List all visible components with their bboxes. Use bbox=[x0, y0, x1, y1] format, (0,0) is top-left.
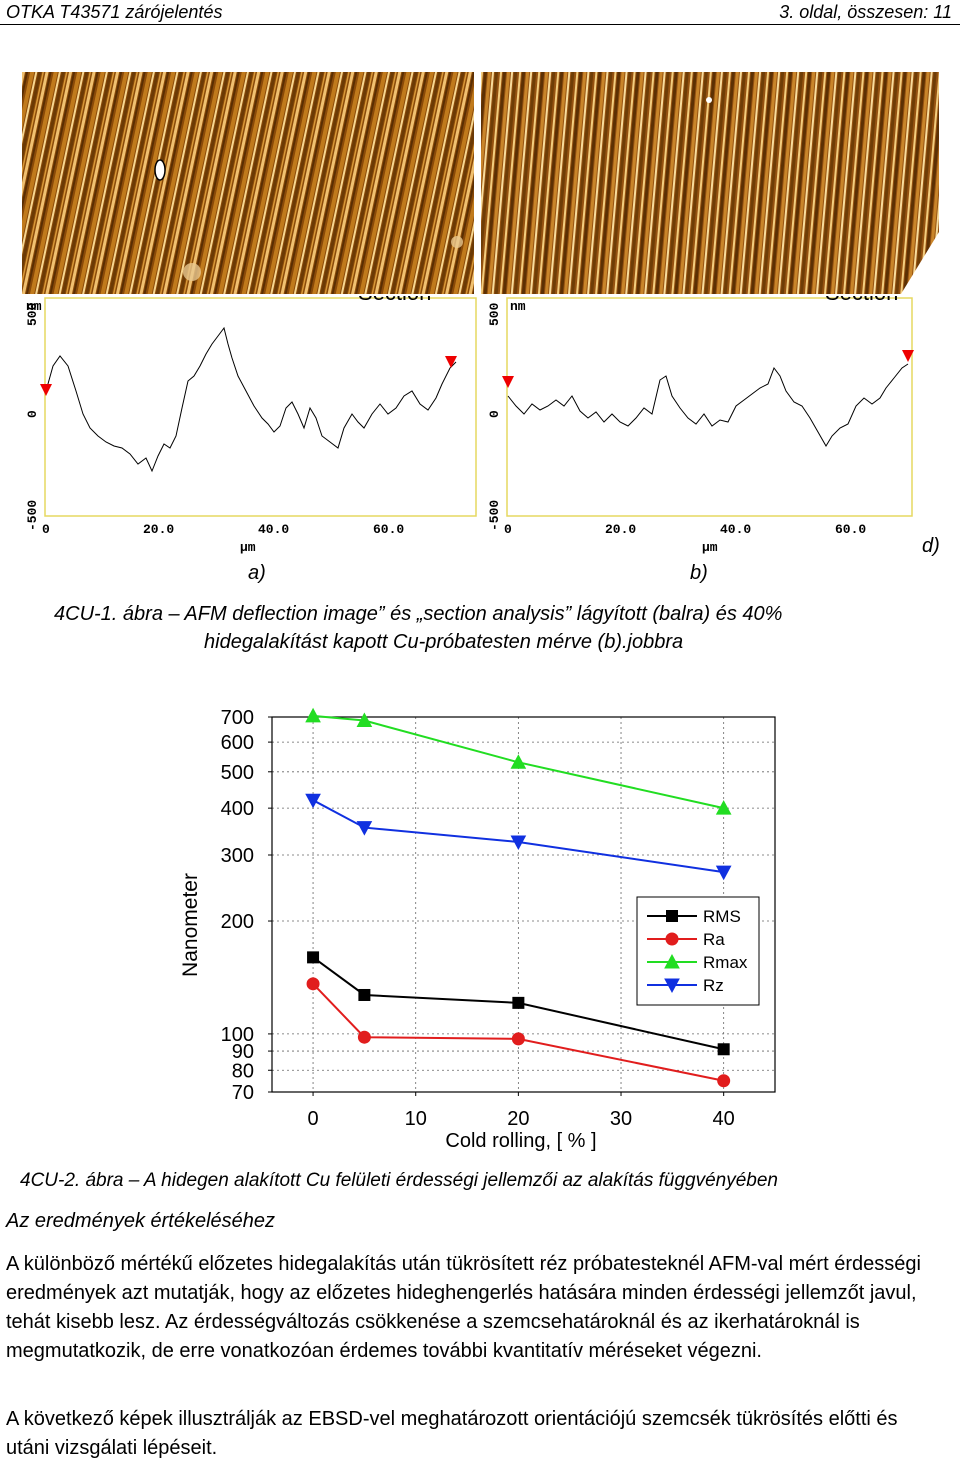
data-point bbox=[510, 835, 527, 851]
series-ra bbox=[306, 977, 731, 1088]
legend-marker bbox=[664, 978, 680, 994]
x-tick-label: 0 bbox=[42, 522, 50, 537]
x-tick-label: 0 bbox=[307, 1108, 318, 1130]
caption-line-1: 4CU-1. ábra – AFM deflection image” és „… bbox=[54, 603, 783, 625]
figure-label-b: b) bbox=[690, 562, 708, 584]
data-point bbox=[510, 754, 527, 769]
figure-label-d: d) bbox=[922, 535, 940, 557]
section-heading: Az eredmények értékeléséhez bbox=[6, 1210, 276, 1232]
paragraph-1: A különböző mértékű előzetes hidegalakít… bbox=[6, 1253, 921, 1362]
y-tick-label: 0 bbox=[487, 410, 502, 418]
y-tick-label: 700 bbox=[221, 707, 254, 729]
x-tick-label: 20.0 bbox=[605, 522, 636, 537]
series-line bbox=[312, 983, 724, 1082]
data-point bbox=[305, 707, 321, 723]
data-point bbox=[511, 1032, 525, 1046]
legend-label: Rmax bbox=[703, 953, 748, 972]
paragraph-2: A következő képek illusztrálják az EBSD-… bbox=[6, 1408, 898, 1459]
y-tick-label: 200 bbox=[221, 911, 254, 933]
section-profile-line bbox=[45, 326, 457, 473]
x-tick-label: 40.0 bbox=[258, 522, 289, 537]
figure-label-a: a) bbox=[248, 562, 266, 584]
data-point bbox=[356, 821, 373, 836]
figure-caption-2: 4CU-2. ábra – A hidegen alakított Cu fel… bbox=[20, 1170, 778, 1191]
x-tick-label: 0 bbox=[504, 522, 512, 537]
legend: RMS Ra Rmax Rz bbox=[636, 896, 760, 1006]
legend-marker bbox=[666, 910, 678, 922]
roughness-chart: 70 80 90 100 200 300 400 500 600 700 0 10 20 30 40 Na… bbox=[170, 705, 790, 1160]
data-point bbox=[357, 1030, 371, 1044]
header-title: OTKA T43571 zárójelentés bbox=[6, 2, 223, 22]
y-tick-label: 100 bbox=[221, 1024, 254, 1046]
x-tick-label: 60.0 bbox=[373, 522, 404, 537]
section-title: Section bbox=[358, 296, 431, 305]
x-tick-label: 40.0 bbox=[720, 522, 751, 537]
data-point bbox=[358, 988, 371, 1001]
caption-line-2: hidegalakítást kapott Cu-próbatesten mér… bbox=[204, 631, 684, 653]
y-tick-label: 500 bbox=[221, 762, 254, 784]
x-tick-label: 20 bbox=[507, 1108, 529, 1130]
data-point bbox=[306, 977, 320, 991]
section-profile-line bbox=[507, 363, 909, 447]
header-page-number: 3. oldal, összesen: 11 bbox=[779, 2, 952, 22]
figure-caption-1: 4CU-1. ábra – AFM deflection image” és „… bbox=[54, 600, 934, 656]
data-point bbox=[307, 951, 320, 964]
legend-label: Rz bbox=[703, 976, 724, 995]
y-tick-label: 500 bbox=[487, 302, 502, 326]
y-tick-label: 80 bbox=[232, 1060, 254, 1082]
afm-image-cold-rolled bbox=[481, 72, 939, 294]
x-tick-label: 10 bbox=[405, 1108, 427, 1130]
y-tick-label: 0 bbox=[25, 410, 40, 418]
x-tick-label: 40 bbox=[713, 1108, 735, 1130]
y-tick-label: 70 bbox=[232, 1082, 254, 1104]
series-rmax bbox=[305, 707, 732, 815]
y-tick-label: -500 bbox=[25, 500, 40, 531]
y-unit-label: nm bbox=[510, 299, 526, 314]
data-point bbox=[717, 1043, 730, 1056]
legend-marker bbox=[664, 953, 680, 969]
data-point bbox=[715, 800, 732, 815]
x-tick-label: 60.0 bbox=[835, 522, 866, 537]
y-tick-label: 600 bbox=[221, 732, 254, 754]
data-point bbox=[356, 712, 373, 728]
y-axis-label: Nanometer bbox=[179, 873, 202, 977]
afm-image-annealed bbox=[22, 72, 474, 294]
series-line bbox=[312, 714, 724, 810]
plot-frame bbox=[271, 716, 776, 1093]
data-point bbox=[717, 1074, 731, 1088]
legend-label: Ra bbox=[703, 930, 725, 949]
page-header: OTKA T43571 zárójelentés 3. oldal, össze… bbox=[0, 0, 960, 25]
x-tick-label: 30 bbox=[610, 1108, 632, 1130]
section-profile-b: Section nm 500 0 -500 0 20.0 40.0 60.0 µ… bbox=[480, 280, 950, 561]
y-tick-label: 500 bbox=[25, 302, 40, 326]
y-tick-label: 90 bbox=[232, 1041, 254, 1063]
data-point bbox=[512, 996, 525, 1009]
y-tick-label: 300 bbox=[221, 845, 254, 867]
legend-marker bbox=[665, 932, 679, 946]
section-profile-a: Section nm 500 0 -500 0 20.0 40.0 60.0 µ… bbox=[18, 280, 488, 561]
data-point bbox=[305, 793, 321, 809]
x-axis-label: Cold rolling, [ % ] bbox=[445, 1130, 596, 1152]
x-tick-label: 20.0 bbox=[143, 522, 174, 537]
series-rms bbox=[307, 951, 730, 1056]
legend-label: RMS bbox=[703, 907, 741, 926]
section-title: Section bbox=[825, 296, 898, 305]
y-unit-label: nm bbox=[26, 299, 42, 314]
series-line bbox=[312, 956, 724, 1051]
data-point bbox=[715, 865, 732, 881]
series-line bbox=[312, 799, 724, 874]
x-unit-label: µm bbox=[702, 540, 718, 555]
x-unit-label: µm bbox=[240, 540, 256, 555]
y-tick-label: -500 bbox=[487, 500, 502, 531]
y-tick-label: 400 bbox=[221, 798, 254, 820]
series-rz bbox=[305, 793, 732, 881]
